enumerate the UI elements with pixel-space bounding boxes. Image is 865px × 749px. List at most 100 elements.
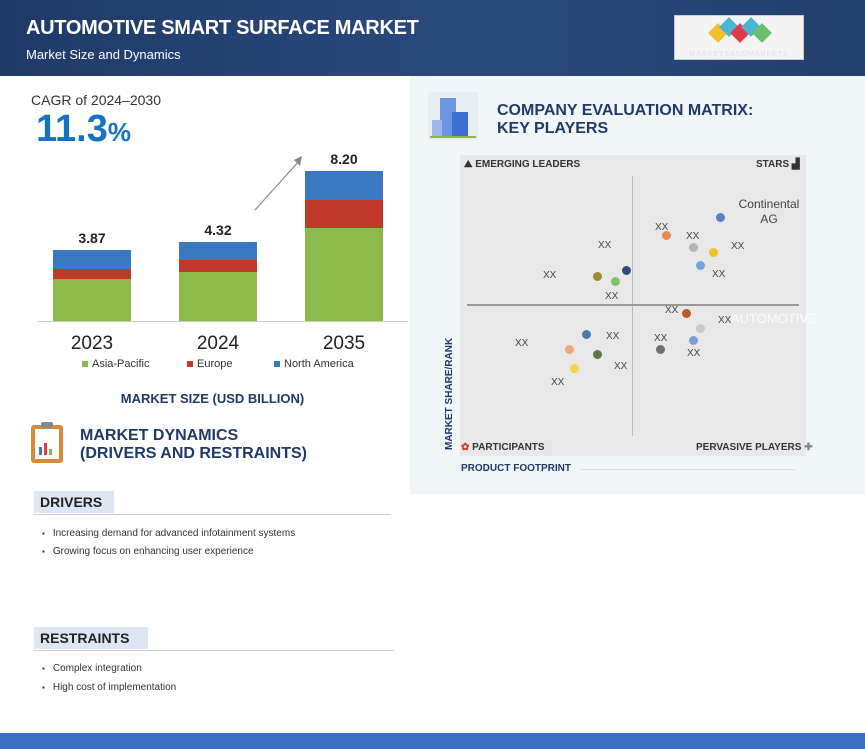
matrix-title-line1: COMPANY EVALUATION MATRIX: [497, 102, 754, 119]
company-point[interactable] [715, 212, 725, 222]
restraint-item: High cost of implementation [42, 682, 176, 693]
clipboard-icon [31, 422, 63, 463]
quadrant-label: PERVASIVE PLAYERS [696, 442, 802, 453]
company-point[interactable] [592, 271, 602, 281]
bar-2035-europe [305, 200, 383, 228]
company-point[interactable] [708, 247, 718, 257]
page-title: AUTOMOTIVE SMART SURFACE MARKET [26, 17, 419, 39]
company-label: XX [551, 377, 565, 388]
company-label: XX [718, 315, 732, 326]
restraint-item: Complex integration [42, 663, 142, 674]
logo-text: MARKETSANDMARKETS [689, 51, 789, 58]
company-point[interactable] [688, 335, 698, 345]
quadrant-stars: STARS ▟ [756, 159, 800, 170]
quadrant-label: EMERGING LEADERS [475, 159, 581, 170]
legend-label: North America [284, 358, 354, 370]
company-label: XX [515, 338, 529, 349]
quadrant-label: PARTICIPANTS [472, 442, 545, 453]
company-point[interactable] [569, 363, 579, 373]
y-axis-label: MARKET SHARE/RANK [444, 337, 455, 450]
emerging-leaders-icon: ⛰ [464, 159, 476, 170]
company-label: XX [665, 305, 679, 316]
cagr-number: 11.3 [36, 108, 108, 150]
matrix-vertical-divider [632, 176, 633, 436]
quadrant-label: STARS [756, 159, 790, 170]
company-label: XX [543, 270, 557, 281]
legend-item: North America [274, 358, 354, 370]
x-axis-label: PRODUCT FOOTPRINT [461, 463, 571, 474]
legend-swatch [274, 361, 280, 367]
header-banner: AUTOMOTIVE SMART SURFACE MARKET Market S… [0, 0, 865, 76]
company-label: XX [614, 361, 628, 372]
dynamics-title: MARKET DYNAMICS (DRIVERS AND RESTRAINTS) [80, 427, 307, 463]
drivers-heading: DRIVERS [34, 491, 114, 513]
watermark: AUTOMOTIVE [731, 311, 817, 326]
legend-swatch [82, 361, 88, 367]
matrix-horizontal-divider [467, 304, 799, 306]
chart-baseline [38, 321, 408, 322]
company-point[interactable] [610, 276, 620, 286]
company-label: XX [598, 240, 612, 251]
company-point[interactable] [564, 344, 574, 354]
company-label: XX [712, 269, 726, 280]
company-point[interactable] [592, 349, 602, 359]
company-point[interactable] [688, 242, 698, 252]
driver-item: Increasing demand for advanced infotainm… [42, 528, 295, 539]
company-label: XX [686, 231, 700, 242]
matrix-title: COMPANY EVALUATION MATRIX: KEY PLAYERS [497, 102, 753, 138]
company-point[interactable] [681, 308, 691, 318]
company-label: XX [606, 331, 620, 342]
bar-2023-asia-pacific [53, 278, 131, 321]
bar-2024-europe [179, 259, 257, 272]
legend-item: Europe [187, 358, 232, 370]
bar-2035-north-america [305, 171, 383, 201]
legend-label: Asia-Pacific [92, 358, 150, 370]
dynamics-title-line2: (DRIVERS AND RESTRAINTS) [80, 445, 307, 462]
divider [34, 650, 394, 651]
company-label: XX [687, 348, 701, 359]
legend-label: Europe [197, 358, 233, 370]
cagr-value: 11.3% [36, 108, 131, 151]
bar-2024-asia-pacific [179, 271, 257, 321]
dynamics-title-line1: MARKET DYNAMICS [80, 427, 239, 444]
bar-total-label: 8.20 [330, 151, 358, 167]
footer-bar [0, 733, 865, 749]
participants-icon: ✿ [461, 442, 473, 453]
company-point[interactable] [655, 344, 665, 354]
brand-logo: MARKETSANDMARKETS [674, 15, 804, 60]
quadrant-pervasive-players: PERVASIVE PLAYERS ✚ [696, 442, 813, 453]
company-label: Continental AG [738, 197, 800, 226]
cagr-unit: % [107, 117, 131, 147]
company-label: XX [655, 222, 669, 233]
bar-total-label: 4.32 [204, 221, 232, 238]
growth-arrow-icon [254, 156, 302, 211]
quadrant-emerging-leaders: ⛰ EMERGING LEADERS [464, 159, 580, 170]
x-tick-label: 2024 [196, 333, 240, 354]
company-point[interactable] [695, 260, 705, 270]
legend-swatch [187, 361, 193, 367]
company-label: XX [654, 333, 668, 344]
bar-2035-asia-pacific [305, 227, 383, 321]
company-point[interactable] [661, 230, 671, 240]
matrix-title-line2: KEY PLAYERS [497, 120, 609, 137]
company-point[interactable] [695, 323, 705, 333]
bar-2023-europe [53, 268, 131, 279]
bar-2023-north-america [53, 250, 131, 269]
page-subtitle: Market Size and Dynamics [26, 47, 181, 62]
building-icon [428, 92, 478, 140]
quadrant-participants: ✿ PARTICIPANTS [461, 442, 545, 453]
stars-icon: ▟ [789, 159, 800, 170]
chart-xlabel: MARKET SIZE (USD BILLION) [120, 391, 305, 406]
restraints-heading: RESTRAINTS [34, 627, 148, 649]
driver-item: Growing focus on enhancing user experien… [42, 546, 254, 557]
legend-item: Asia-Pacific [82, 358, 149, 370]
company-label: XX [605, 291, 619, 302]
x-tick-label: 2035 [322, 333, 366, 354]
x-axis-arrow [580, 469, 795, 470]
company-point[interactable] [581, 329, 591, 339]
puzzle-icon: ✚ [801, 442, 813, 453]
company-point[interactable] [621, 265, 631, 275]
bar-2024-north-america [179, 241, 257, 260]
divider [34, 514, 391, 515]
bar-total-label: 3.87 [78, 230, 106, 247]
